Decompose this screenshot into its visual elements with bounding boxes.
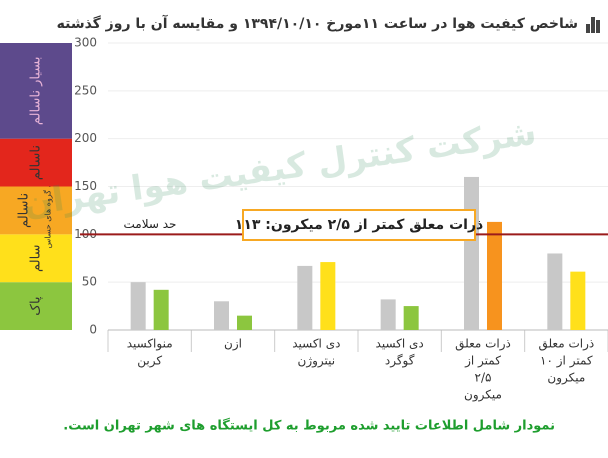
bar [214,301,229,330]
x-tick-label: میکرون [464,388,502,403]
y-tick-label: 300 [74,36,97,50]
zone [0,43,72,139]
annotation: ذرات معلق کمتر از ۲/۵ میکرون: ۱۱۳ [235,217,483,233]
footnote: نمودار شامل اطلاعات تایید شده مربوط به ک… [63,418,555,434]
zone [0,138,72,187]
x-tick-label: میکرون [547,371,585,386]
zone-label: ناسالم [29,145,44,180]
x-tick-label: ذرات معلق [538,337,594,352]
x-tick-label: منواکسید [127,337,173,352]
zone-label: ناسالم [17,193,32,228]
reference-label: حد سلامت [124,217,177,231]
zone [0,282,72,330]
title-icon [586,17,600,33]
bar [153,289,169,330]
bar [570,271,586,330]
chart-title: شاخص کیفیت هوا در ساعت ۱۱مورخ ۱۳۹۴/۱۰/۱۰… [57,14,578,32]
x-tick-label: کمتر از [464,354,501,369]
zone [0,186,72,235]
x-tick-label: ذرات معلق [455,337,511,352]
x-tick-label: نیتروژن [298,354,336,369]
x-tick-label: گوگرد [385,354,415,369]
x-tick-label: دی اکسید [376,337,424,351]
x-tick-label: کربن [137,354,162,369]
bar [297,265,313,330]
bar [464,176,479,330]
y-tick-label: 0 [89,323,97,337]
annotation-box [242,209,476,241]
y-tick-label: 50 [82,275,97,289]
x-tick-label: دی اکسید [292,337,340,351]
zone-label: سالم [29,245,44,272]
x-tick-label: ۲/۵ [475,371,492,385]
zone-label: بسیار ناسالم [29,57,44,126]
y-tick-label: 250 [74,83,97,97]
y-tick-label: 200 [74,131,97,145]
zone [0,234,72,283]
bar [547,253,563,330]
zone-sublabel: برای گروه های حساس [43,172,53,248]
bar [320,262,336,330]
zone-label: پاک [29,296,44,316]
bar [487,221,502,330]
x-tick-label: ازن [224,337,242,352]
bar [237,315,252,330]
bar [380,299,396,330]
y-tick-label: 150 [74,179,97,193]
bar [403,306,419,330]
x-tick-label: کمتر از ۱۰ [540,354,593,369]
bar [130,282,146,330]
